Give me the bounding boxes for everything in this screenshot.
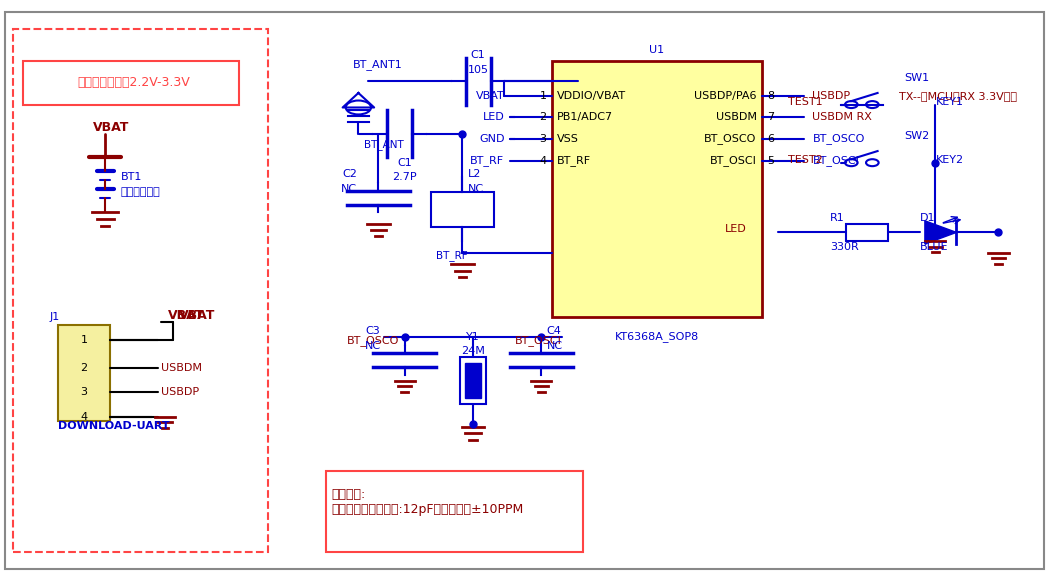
Text: 24M: 24M bbox=[461, 346, 485, 356]
Text: C1: C1 bbox=[397, 157, 412, 167]
Bar bbox=[846, 224, 888, 241]
Text: 3: 3 bbox=[539, 134, 547, 144]
Text: USBDP: USBDP bbox=[812, 91, 850, 101]
Text: KEY2: KEY2 bbox=[935, 155, 964, 164]
Text: BLUE: BLUE bbox=[920, 242, 948, 252]
Text: D1: D1 bbox=[920, 213, 935, 223]
Text: KEY1: KEY1 bbox=[935, 96, 964, 106]
Text: 2.7P: 2.7P bbox=[392, 172, 417, 182]
Text: VBAT: VBAT bbox=[179, 310, 215, 322]
Text: BT_RF: BT_RF bbox=[436, 250, 468, 261]
Bar bbox=[431, 192, 494, 227]
Text: LED: LED bbox=[725, 224, 747, 234]
Text: C3: C3 bbox=[366, 326, 380, 336]
Text: USBDM: USBDM bbox=[161, 363, 202, 373]
Text: BT_OSCI: BT_OSCI bbox=[515, 335, 562, 346]
Text: 105: 105 bbox=[468, 64, 489, 74]
Text: BT_RF: BT_RF bbox=[557, 155, 591, 166]
Text: VSS: VSS bbox=[557, 134, 579, 144]
Text: U1: U1 bbox=[650, 45, 664, 55]
Text: NC: NC bbox=[342, 184, 357, 193]
Text: TEST1: TEST1 bbox=[788, 96, 823, 106]
Text: 要求：负载电容要求:12pF；频率偏差±10PPM: 要求：负载电容要求:12pF；频率偏差±10PPM bbox=[331, 503, 523, 515]
Text: 3: 3 bbox=[81, 387, 87, 397]
Text: USBDM: USBDM bbox=[716, 112, 757, 122]
Text: 1: 1 bbox=[539, 91, 547, 101]
Text: 7: 7 bbox=[767, 112, 775, 122]
Text: 330R: 330R bbox=[830, 242, 859, 252]
Text: VBAT: VBAT bbox=[168, 310, 205, 322]
Text: 2: 2 bbox=[81, 363, 87, 373]
Text: L2: L2 bbox=[468, 169, 481, 179]
Text: 6: 6 bbox=[767, 134, 775, 144]
Text: BT_OSCI: BT_OSCI bbox=[812, 155, 860, 166]
Text: BT_ANT: BT_ANT bbox=[364, 139, 404, 150]
Text: BT_OSCO: BT_OSCO bbox=[704, 134, 757, 145]
Text: C2: C2 bbox=[343, 169, 357, 179]
Polygon shape bbox=[925, 221, 956, 244]
Text: 1: 1 bbox=[81, 335, 87, 345]
Text: BT_OSCI: BT_OSCI bbox=[709, 155, 757, 166]
Text: BT_OSCO: BT_OSCO bbox=[347, 335, 399, 346]
Text: VDDIO/VBAT: VDDIO/VBAT bbox=[557, 91, 626, 101]
Text: Y1: Y1 bbox=[466, 332, 480, 342]
Bar bbox=[13, 29, 268, 552]
Text: VBAT: VBAT bbox=[476, 91, 504, 101]
Text: 2: 2 bbox=[539, 112, 547, 122]
Bar bbox=[460, 357, 487, 404]
Text: GND: GND bbox=[479, 134, 504, 144]
Text: PB1/ADC7: PB1/ADC7 bbox=[557, 112, 613, 122]
Text: 8: 8 bbox=[767, 91, 775, 101]
Text: VBAT: VBAT bbox=[92, 121, 129, 134]
Text: USBDP: USBDP bbox=[161, 387, 199, 397]
Text: NC: NC bbox=[547, 340, 562, 350]
Bar bbox=[23, 61, 239, 105]
Text: USBDP/PA6: USBDP/PA6 bbox=[695, 91, 757, 101]
Text: J1: J1 bbox=[49, 313, 60, 322]
Text: BT_OSCO: BT_OSCO bbox=[812, 134, 865, 145]
Bar bbox=[326, 471, 583, 552]
Text: NC: NC bbox=[365, 340, 382, 350]
Text: USBDM RX: USBDM RX bbox=[812, 112, 872, 122]
Text: 晶振选型:: 晶振选型: bbox=[331, 488, 366, 501]
Text: C1: C1 bbox=[471, 50, 486, 60]
Text: BT_ANT1: BT_ANT1 bbox=[353, 59, 403, 70]
Text: 单节纽扣电池: 单节纽扣电池 bbox=[121, 187, 161, 197]
Bar bbox=[58, 325, 110, 421]
Text: R1: R1 bbox=[830, 213, 845, 223]
Bar bbox=[552, 61, 762, 317]
Text: NC: NC bbox=[468, 184, 483, 193]
Text: 5: 5 bbox=[767, 156, 775, 166]
Text: TEST2: TEST2 bbox=[788, 155, 823, 164]
Text: TX--接MCU的RX 3.3V电平: TX--接MCU的RX 3.3V电平 bbox=[899, 91, 1016, 101]
Text: LED: LED bbox=[482, 112, 504, 122]
Text: SW2: SW2 bbox=[904, 131, 929, 141]
Text: 4: 4 bbox=[81, 411, 87, 422]
Text: C4: C4 bbox=[547, 326, 561, 336]
Text: BT_RF: BT_RF bbox=[471, 155, 504, 166]
Bar bbox=[465, 363, 481, 398]
Text: 4: 4 bbox=[539, 156, 547, 166]
Text: KT6368A_SOP8: KT6368A_SOP8 bbox=[615, 331, 699, 342]
Text: SW1: SW1 bbox=[904, 73, 929, 83]
Text: BT1: BT1 bbox=[121, 172, 142, 182]
Text: 电源供电范围：2.2V-3.3V: 电源供电范围：2.2V-3.3V bbox=[78, 76, 190, 89]
Text: DOWNLOAD-UART: DOWNLOAD-UART bbox=[58, 421, 169, 431]
